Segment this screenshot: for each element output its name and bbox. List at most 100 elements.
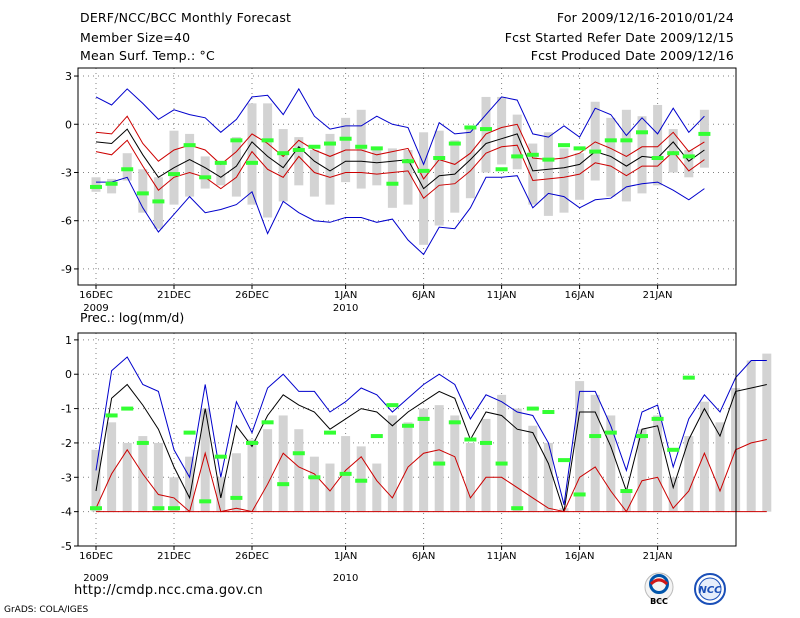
prec-observed-mark — [277, 482, 290, 487]
temp-range-bar — [606, 117, 616, 197]
start-date-label: Fcst Started Refer Date 2009/12/15 — [504, 30, 734, 45]
prec-observed-mark — [324, 430, 336, 435]
temp-observed-mark — [324, 141, 336, 146]
prec-observed-mark — [168, 506, 180, 511]
prec-range-bar — [497, 394, 507, 512]
prec-range-bar — [278, 415, 288, 512]
prec-observed-mark — [183, 430, 196, 435]
prec-xtick-sublabel: 2010 — [333, 573, 358, 584]
temp-observed-mark — [682, 154, 695, 159]
temp-range-bar — [185, 133, 195, 197]
prec-ytick-label: 0 — [65, 368, 72, 381]
temp-observed-mark — [105, 181, 118, 186]
temp-range-bar — [465, 129, 475, 199]
temp-range-bar — [263, 103, 273, 218]
temp-observed-mark — [620, 138, 633, 143]
prec-xtick-label: 6JAN — [412, 551, 435, 562]
temp-range-bar — [247, 103, 257, 205]
prec-series-ensemble-min — [95, 439, 767, 513]
prec-range-bar — [185, 456, 195, 512]
temp-observed-mark — [604, 138, 617, 143]
prec-range-bar — [512, 408, 522, 512]
temp-observed-mark — [448, 141, 461, 146]
prec-xtick-sublabel: 2009 — [83, 573, 108, 584]
temp-observed-mark — [526, 152, 539, 157]
prec-range-bar — [372, 463, 382, 512]
prec-range-bar — [216, 477, 226, 512]
prec-observed-mark — [417, 416, 430, 421]
prec-observed-mark — [230, 495, 243, 500]
temp-range-bar — [621, 109, 631, 202]
prec-observed-mark — [308, 475, 321, 480]
variable-label: Mean Surf. Temp.: °C — [80, 48, 215, 63]
temp-range-bar — [637, 116, 647, 194]
temp-range-bar — [481, 96, 491, 173]
prec-observed-mark — [651, 416, 664, 421]
prec-range-bar — [294, 429, 304, 512]
temp-range-bar — [309, 149, 319, 197]
prec-range-bar — [153, 442, 163, 512]
prec-range-bar — [528, 425, 538, 512]
bcc-logo-text: BCC — [650, 597, 668, 606]
prec-range-bar — [450, 415, 460, 512]
temp-observed-mark — [246, 160, 258, 165]
prec-xtick-label: 11JAN — [487, 551, 517, 562]
temp-observed-mark — [152, 199, 165, 204]
temp-observed-mark — [90, 184, 102, 189]
prec-range-bar — [434, 405, 444, 512]
prec-range-bar — [465, 442, 475, 512]
member-size-label: Member Size=40 — [80, 30, 191, 45]
prec-observed-mark — [402, 423, 414, 428]
prec-range-bar — [575, 381, 585, 512]
temp-observed-mark — [370, 146, 383, 151]
temp-range-bar — [356, 109, 366, 189]
temp-observed-mark — [168, 172, 180, 177]
temp-observed-mark — [480, 127, 492, 132]
prec-range-bar — [746, 360, 756, 512]
prec-range-bar — [419, 408, 429, 512]
prec-range-bar — [107, 422, 117, 512]
temp-xtick-label: 26DEC — [235, 290, 269, 301]
prec-range-bar — [325, 463, 335, 512]
temp-observed-mark — [261, 138, 274, 143]
temp-observed-mark — [402, 159, 414, 164]
temp-observed-mark — [511, 154, 524, 159]
temp-observed-mark — [589, 149, 602, 154]
temp-ytick-label: 3 — [65, 70, 72, 83]
produced-date-label: Fcst Produced Date 2009/12/16 — [530, 48, 734, 63]
prec-xtick-label: 16JAN — [565, 551, 595, 562]
prec-range-bar — [247, 439, 257, 512]
temp-xtick-label: 16DEC — [79, 290, 113, 301]
temp-observed-mark — [495, 167, 508, 172]
prec-xtick-label: 16DEC — [79, 551, 113, 562]
prec-range-bar — [231, 453, 241, 512]
prec-observed-mark — [511, 506, 524, 511]
prec-observed-mark — [495, 461, 508, 466]
temp-range-bar — [497, 96, 507, 165]
temp-observed-mark — [292, 147, 305, 152]
temp-observed-mark — [667, 151, 680, 156]
prec-xtick-label: 26DEC — [235, 551, 269, 562]
prec-observed-mark — [589, 434, 602, 439]
prec-observed-mark — [199, 499, 212, 504]
temp-observed-mark — [558, 143, 570, 148]
temp-xtick-label: 6JAN — [412, 290, 435, 301]
prec-ytick-label: -5 — [61, 540, 72, 553]
temp-ytick-label: -9 — [61, 263, 72, 276]
prec-range-bar — [387, 415, 397, 512]
temp-range-bar — [450, 140, 460, 213]
temp-range-bar — [325, 133, 335, 205]
temp-range-bar — [684, 149, 694, 178]
temp-series-ensemble-max — [95, 87, 705, 166]
temp-range-bar — [278, 129, 288, 202]
source-url[interactable]: http://cmdp.ncc.cma.gov.cn — [74, 583, 264, 598]
temp-range-bar — [559, 148, 569, 213]
temp-range-bar — [575, 153, 585, 200]
prec-observed-mark — [433, 461, 446, 466]
prec-range-bar — [169, 477, 179, 512]
prec-observed-mark — [121, 406, 134, 411]
prec-ytick-label: 1 — [65, 334, 72, 347]
ncc-logo-text: NCC — [698, 585, 722, 596]
prec-panel-title: Prec.: log(mm/d) — [80, 310, 184, 325]
